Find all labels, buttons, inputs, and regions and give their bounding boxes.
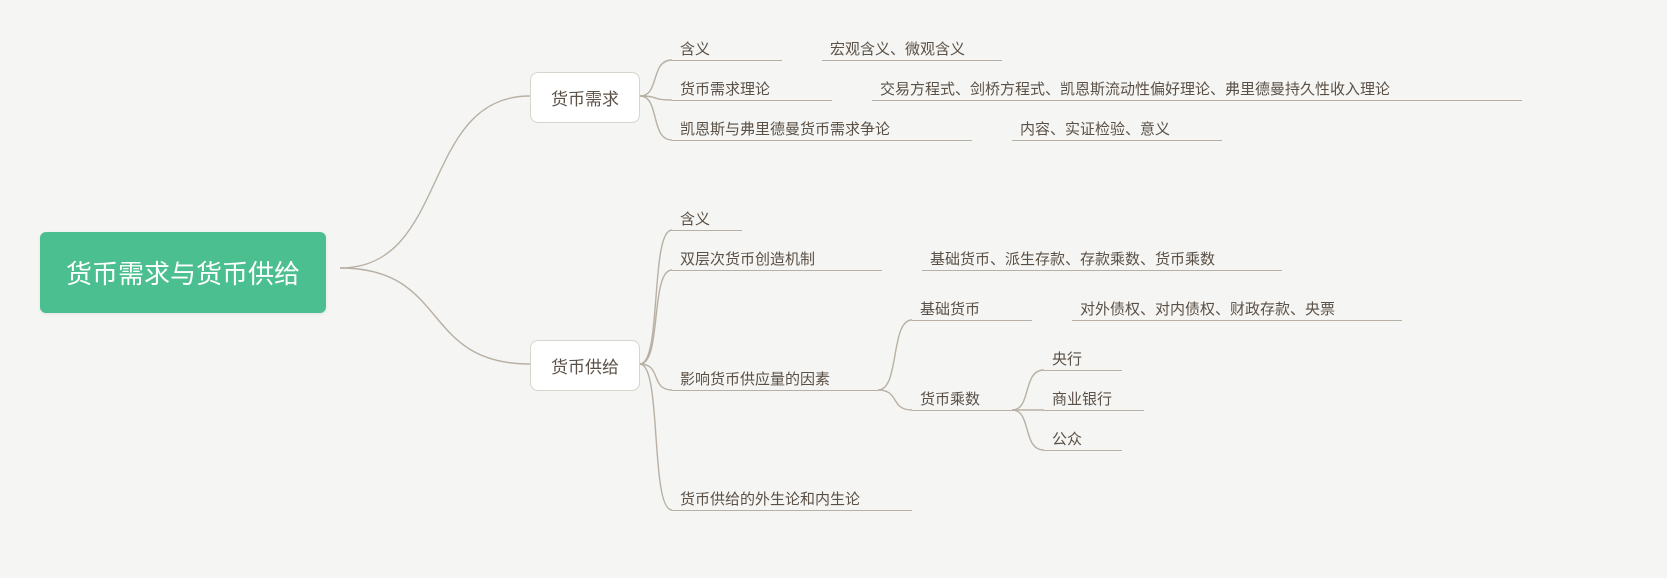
branch-money-supply[interactable]: 货币供给 [530, 340, 640, 391]
leaf-underline [922, 270, 1282, 271]
leaf-underline [1044, 450, 1122, 451]
leaf-underline [912, 320, 1032, 321]
leaf-underline [1044, 410, 1144, 411]
leaf-underline [672, 230, 742, 231]
leaf-underline [822, 60, 1002, 61]
leaf-underline [672, 100, 832, 101]
leaf-underline [672, 270, 882, 271]
leaf-underline [872, 100, 1522, 101]
leaf-underline [672, 390, 878, 391]
leaf-underline [1072, 320, 1402, 321]
leaf-underline [672, 60, 782, 61]
leaf-underline [912, 410, 1012, 411]
leaf-underline [672, 510, 912, 511]
leaf-underline [672, 140, 972, 141]
leaf-underline [1012, 140, 1222, 141]
root-node[interactable]: 货币需求与货币供给 [40, 232, 326, 313]
branch-money-demand[interactable]: 货币需求 [530, 72, 640, 123]
mindmap-canvas: 货币需求与货币供给 货币需求 含义 宏观含义、微观含义 货币需求理论 交易方程式… [0, 0, 1667, 578]
leaf-underline [1044, 370, 1122, 371]
